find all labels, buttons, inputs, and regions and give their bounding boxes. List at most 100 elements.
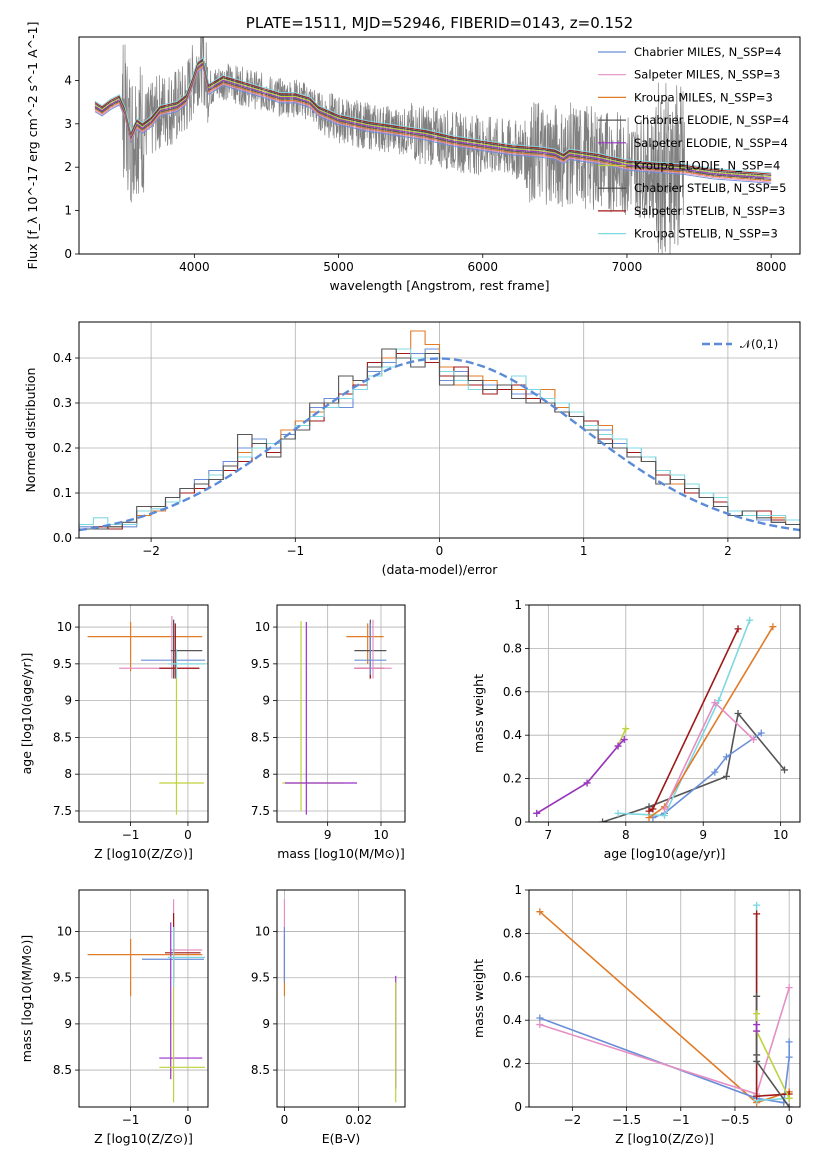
x-axis-label: Z [log10(Z/Z⊙)] [94, 846, 193, 861]
y-tick-label: 0 [64, 247, 72, 261]
marker-point [599, 818, 607, 822]
marker-point [583, 779, 591, 787]
mass-weight-vs-age-frame [528, 604, 801, 823]
marker-point [781, 766, 789, 774]
y-tick-label: 9 [64, 694, 72, 708]
x-axis-label: wavelength [Angstrom, rest frame] [329, 278, 549, 293]
marker-point [645, 814, 653, 822]
model-fit-line [94, 67, 772, 184]
marker-point [753, 1021, 761, 1029]
y-axis-label: Flux [f_λ 10^-17 erg cm^-2 s^-1 A^-1] [25, 22, 40, 270]
mass-vs-extinction-panel: 0 0.02 8.5 9 9.5 10 E(B-V) [251, 889, 406, 1146]
marker-point [769, 623, 777, 631]
y-tick-label: 9 [64, 1017, 72, 1031]
marker-point [753, 901, 761, 909]
marker-point [753, 1051, 761, 1059]
marker-point [711, 699, 719, 707]
y-tick-label: 0.2 [503, 1057, 522, 1071]
x-tick-label: 1 [580, 544, 588, 558]
legend-label: Salpeter ELODIE, N_SSP=4 [634, 136, 788, 150]
mass-vs-metallicity-panel: −1 0 8.5 9 9.5 10 Z [log10(Z/Z⊙)] mass [log10(M… [19, 889, 209, 1146]
marker-point [750, 736, 758, 744]
y-tick-label: 8 [64, 767, 72, 781]
x-axis-label: (data-model)/error [382, 562, 499, 577]
age-vs-metallicity-plot-area [87, 616, 206, 815]
y-tick-label: 0.2 [53, 441, 72, 455]
series-line [755, 1013, 790, 1099]
legend-label: Salpeter MILES, N_SSP=3 [634, 68, 780, 82]
y-tick-label: 9 [262, 1017, 270, 1031]
histogram-step [79, 352, 800, 530]
spectrum-panel: 4000 5000 6000 7000 8000 0 1 2 3 4 wavelength [Ang… [25, 22, 801, 293]
x-tick-label: 0.02 [345, 1113, 372, 1127]
x-tick-label: −0.5 [720, 1113, 749, 1127]
mass-weight-vs-metallicity-frame [528, 889, 801, 1108]
model-fit-line [94, 57, 772, 174]
legend-label: Salpeter STELIB, N_SSP=3 [634, 204, 785, 218]
marker-point [536, 1014, 544, 1022]
y-tick-label: 10 [255, 925, 270, 939]
y-tick-label: 0.2 [503, 772, 522, 786]
marker-point [753, 1092, 761, 1100]
marker-point [614, 809, 622, 817]
model-fit-line [94, 63, 772, 180]
marker-point [757, 729, 765, 737]
series-line [617, 619, 751, 817]
x-tick-label: −2 [564, 1113, 582, 1127]
marker-point [785, 1053, 793, 1061]
series-line [602, 711, 786, 822]
legend-label: Chabrier ELODIE, N_SSP=4 [634, 113, 789, 127]
marker-point [753, 1027, 761, 1035]
x-tick-label: 5000 [323, 260, 354, 274]
y-tick-label: 8.5 [53, 1063, 72, 1077]
legend-label: Chabrier MILES, N_SSP=4 [634, 45, 781, 59]
x-tick-label: −2 [142, 544, 160, 558]
x-axis-label: Z [log10(Z/Z⊙)] [94, 1131, 193, 1146]
age-vs-mass-plot-area [282, 619, 392, 815]
marker-point [734, 625, 742, 633]
legend-label: Kroupa ELODIE, N_SSP=4 [634, 159, 780, 173]
series-line [648, 626, 774, 819]
marker-point [536, 908, 544, 916]
y-tick-label: 10 [57, 925, 72, 939]
y-tick-label: 7.5 [53, 804, 72, 818]
x-axis-label: mass [log10(M/M⊙)] [277, 846, 405, 861]
model-fit-line [94, 59, 772, 176]
normal-curve [79, 357, 800, 532]
mass-vs-extinction-plot-area [283, 899, 397, 1103]
marker-point [753, 1057, 761, 1065]
marker-point [622, 725, 630, 733]
x-tick-label: 6000 [467, 260, 498, 274]
residual-histogram-panel: −2 −1 0 1 2 0.0 0.1 0.2 0.3 0.4 (data-model)/error… [23, 321, 801, 577]
histogram-step [79, 348, 800, 530]
y-axis-label: mass weight [471, 674, 486, 753]
y-tick-label: 1 [64, 204, 72, 218]
y-tick-label: 4 [64, 73, 72, 87]
y-tick-label: 10 [255, 620, 270, 634]
y-tick-label: 8.5 [251, 1063, 270, 1077]
age-vs-metallicity-panel: −1 0 7.5 8 8.5 9 9.5 10 Z [log10(Z/Z⊙)] age [log1… [19, 604, 209, 861]
y-tick-label: 9.5 [53, 971, 72, 985]
mass-vs-metallicity-plot-area [87, 899, 206, 1103]
y-tick-label: 0.3 [53, 396, 72, 410]
y-tick-label: 0.0 [53, 531, 72, 545]
mass-weight-vs-age-panel: 7 8 9 10 0 0.2 0.4 0.6 0.8 1 age [log10(age/yr)] ma… [471, 598, 801, 861]
x-tick-label: 0 [436, 544, 444, 558]
marker-point [753, 1010, 761, 1018]
y-tick-label: 0 [514, 815, 522, 829]
x-tick-label: 7 [545, 828, 553, 842]
legend-label: Kroupa STELIB, N_SSP=3 [634, 227, 778, 241]
legend-label: 𝒩(0,1) [740, 337, 778, 351]
marker-point [722, 772, 730, 780]
y-axis-label: mass [log10(M/M⊙)] [19, 935, 34, 1063]
y-axis-label: Normed distribution [23, 368, 38, 493]
model-fit-line [94, 60, 772, 178]
marker-point [734, 710, 742, 717]
x-axis-label: age [log10(age/yr)] [604, 846, 726, 861]
chart-title: PLATE=1511, MJD=52946, FIBERID=0143, z=0… [246, 14, 633, 32]
y-tick-label: 10 [57, 620, 72, 634]
marker-point [536, 1021, 544, 1029]
marker-point [785, 1038, 793, 1046]
mass-weight-vs-metallicity-panel: −2 −1.5 −1 −0.5 0 0 0.2 0.4 0.6 0.8 1 Z [log10(Z/Z⊙… [471, 883, 801, 1146]
series-line [648, 628, 739, 812]
